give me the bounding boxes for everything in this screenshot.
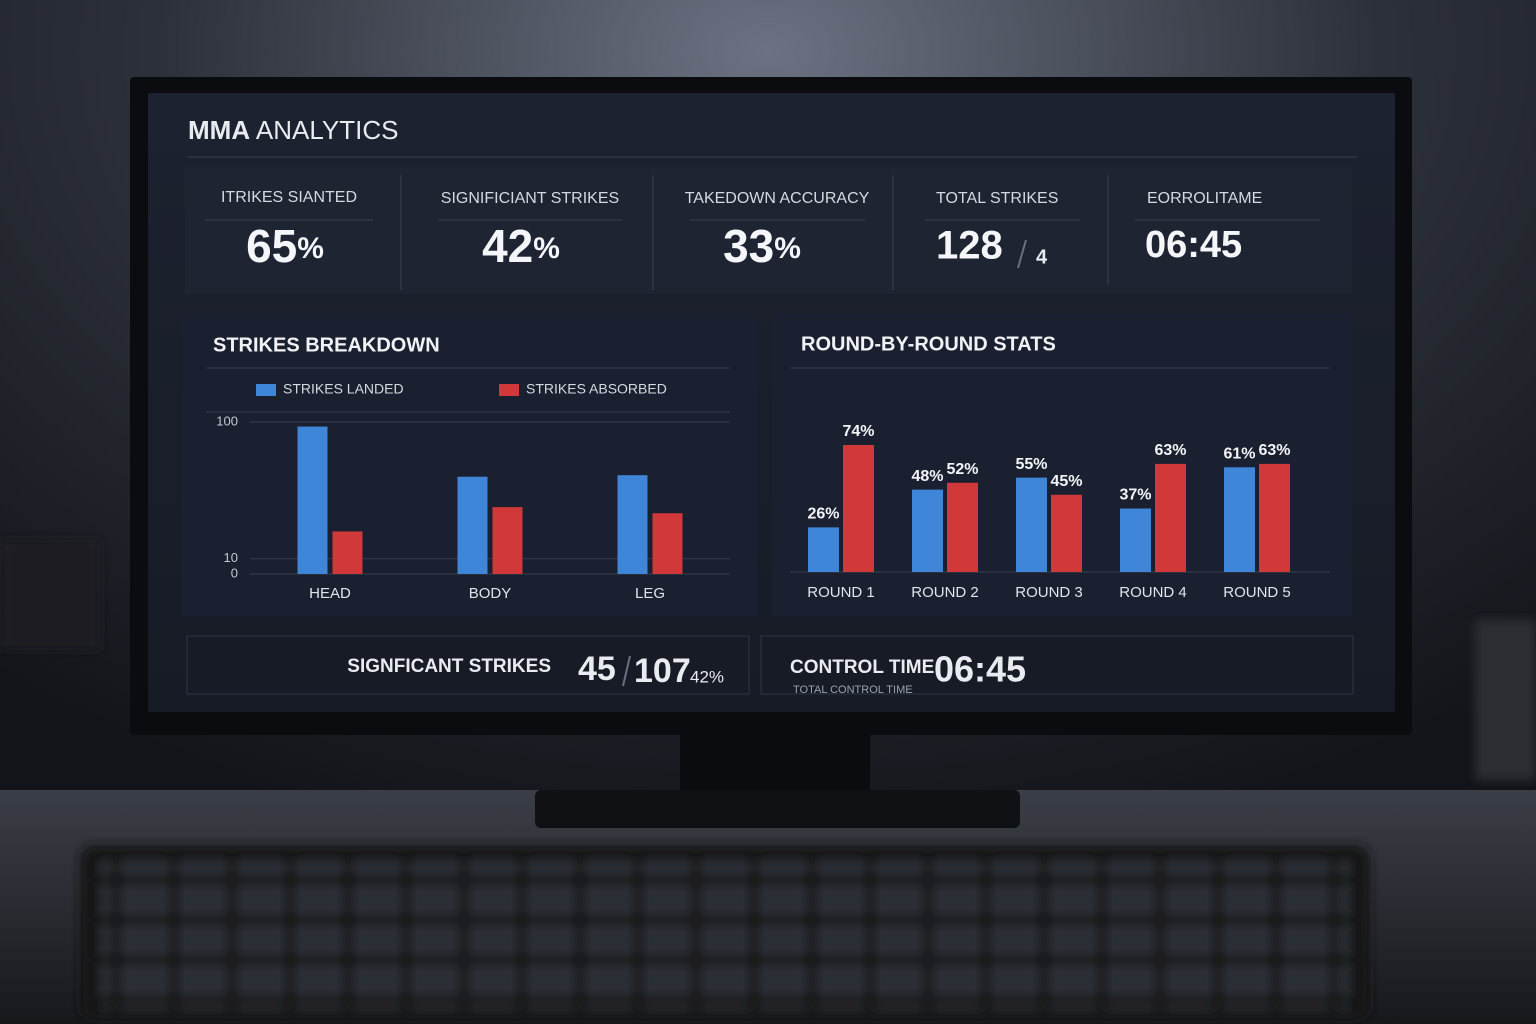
- value-label: 63%: [1154, 442, 1186, 459]
- summary-card: [186, 635, 750, 695]
- x-tick-label: ROUND 2: [911, 584, 979, 601]
- kpi-value: 65%: [246, 220, 324, 272]
- x-tick-label: HEAD: [309, 585, 351, 602]
- summary-caption: TOTAL CONTROL TIME: [793, 684, 913, 696]
- bar: [617, 475, 648, 574]
- summary-label: SIGNFICANT STRIKES: [347, 656, 551, 677]
- bar: [1259, 463, 1290, 572]
- bar: [1120, 508, 1151, 572]
- kpi-unit: %: [533, 232, 560, 265]
- kpi-label: TOTAL STRIKES: [936, 190, 1058, 207]
- slash: [622, 655, 631, 687]
- bar: [652, 513, 683, 574]
- slash: [1017, 239, 1027, 269]
- kpi-unit: %: [774, 232, 801, 265]
- kpi-label: TAKEDOWN ACCURACY: [685, 190, 870, 207]
- y-tick-label: 10: [224, 550, 238, 565]
- title-bold: MMA: [188, 115, 250, 145]
- x-tick-label: LEG: [635, 585, 665, 602]
- kpi-value: 128: [936, 224, 1003, 268]
- y-tick-label: 0: [231, 565, 238, 580]
- value-label: 63%: [1258, 442, 1290, 459]
- bar: [912, 489, 943, 572]
- summary-value: 45: [578, 650, 616, 688]
- app-title: MMA ANALYTICS: [188, 115, 398, 145]
- summary-pct: 42%: [690, 667, 724, 686]
- x-tick-label: ROUND 1: [807, 584, 875, 601]
- value-label: 45%: [1050, 473, 1082, 490]
- kpi-dividers: [205, 175, 1320, 290]
- value-label: 26%: [807, 506, 839, 523]
- kpi-unit: %: [297, 232, 324, 265]
- object: [0, 540, 100, 650]
- bar: [492, 507, 523, 574]
- bar: [332, 531, 363, 574]
- keyboard: [80, 845, 1370, 1020]
- kpi-value: 42%: [482, 220, 560, 272]
- panel-title: ROUND-BY-ROUND STATS: [801, 333, 1056, 355]
- value-label: 61%: [1223, 446, 1255, 463]
- summary-card: [760, 635, 1354, 695]
- bar: [457, 476, 488, 574]
- panel-title: STRIKES BREAKDOWN: [213, 334, 440, 356]
- monitor-stand: [680, 730, 870, 800]
- bar: [843, 445, 874, 572]
- title-rest: ANALYTICS: [256, 115, 399, 145]
- x-tick-label: ROUND 5: [1223, 584, 1291, 601]
- summary-value: 06:45: [934, 649, 1026, 690]
- y-tick-label: 100: [216, 413, 238, 428]
- kpi-number: 42: [482, 220, 533, 272]
- legend-swatch: [256, 384, 276, 396]
- legend-swatch: [499, 384, 519, 396]
- kpi-sub: 4: [1036, 246, 1048, 268]
- x-tick-label: ROUND 3: [1015, 584, 1083, 601]
- bar: [947, 482, 978, 572]
- legend-label: STRIKES ABSORBED: [526, 381, 667, 397]
- bar: [1016, 477, 1047, 572]
- bar: [808, 527, 839, 572]
- kpi-number: 65: [246, 220, 297, 272]
- value-label: 52%: [946, 461, 978, 478]
- x-tick-label: ROUND 4: [1119, 584, 1187, 601]
- value-label: 37%: [1119, 487, 1151, 504]
- bar: [1155, 463, 1186, 572]
- bar: [297, 426, 328, 574]
- kpi-label: ITRIKES SIANTED: [221, 189, 357, 206]
- object: [1475, 620, 1536, 780]
- x-tick-label: BODY: [469, 585, 512, 602]
- kpi-strip: [185, 166, 1352, 294]
- legend-label: STRIKES LANDED: [283, 381, 404, 397]
- kpi-label: SIGNIFICIANT STRIKES: [441, 190, 619, 207]
- summary-value: 107: [634, 652, 691, 690]
- kpi-number: 33: [723, 220, 774, 272]
- summary-label: CONTROL TIME: [790, 657, 934, 678]
- kpi-label: EORROLITAME: [1147, 190, 1262, 207]
- bar: [1051, 494, 1082, 572]
- value-label: 74%: [842, 423, 874, 440]
- value-label: 55%: [1015, 456, 1047, 473]
- kpi-value: 06:45: [1145, 224, 1242, 266]
- bar: [1224, 467, 1255, 572]
- kpi-value: 33%: [723, 220, 801, 272]
- value-label: 48%: [911, 468, 943, 485]
- monitor-base: [535, 790, 1020, 828]
